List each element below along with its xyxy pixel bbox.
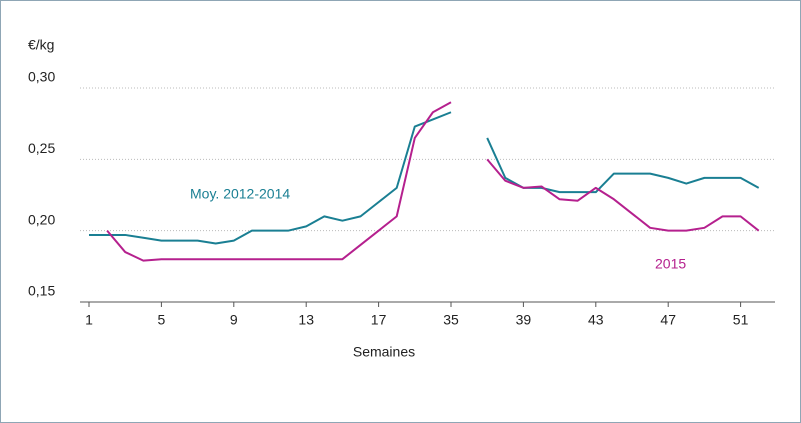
series-line bbox=[89, 111, 760, 245]
series-label: Moy. 2012-2014 bbox=[190, 186, 290, 202]
x-tick-label: 1 bbox=[85, 312, 93, 328]
x-tick-label: 17 bbox=[371, 312, 387, 328]
x-tick-label: 43 bbox=[588, 312, 604, 328]
x-tick-label: 35 bbox=[443, 312, 459, 328]
y-axis-label: €/kg bbox=[28, 37, 54, 53]
y-tick-label: 0,25 bbox=[28, 140, 55, 156]
series-line bbox=[106, 101, 760, 262]
x-tick-label: 13 bbox=[298, 312, 314, 328]
x-tick-label: 5 bbox=[158, 312, 166, 328]
y-tick-label: 0,30 bbox=[28, 69, 55, 85]
y-tick-label: 0,15 bbox=[28, 283, 55, 299]
x-tick-label: 9 bbox=[230, 312, 238, 328]
x-axis-label: Semaines bbox=[353, 344, 415, 360]
series-label: 2015 bbox=[655, 256, 686, 272]
x-tick-label: 47 bbox=[660, 312, 676, 328]
x-tick-label: 39 bbox=[516, 312, 532, 328]
y-tick-label: 0,20 bbox=[28, 211, 55, 227]
x-tick-label: 51 bbox=[733, 312, 749, 328]
